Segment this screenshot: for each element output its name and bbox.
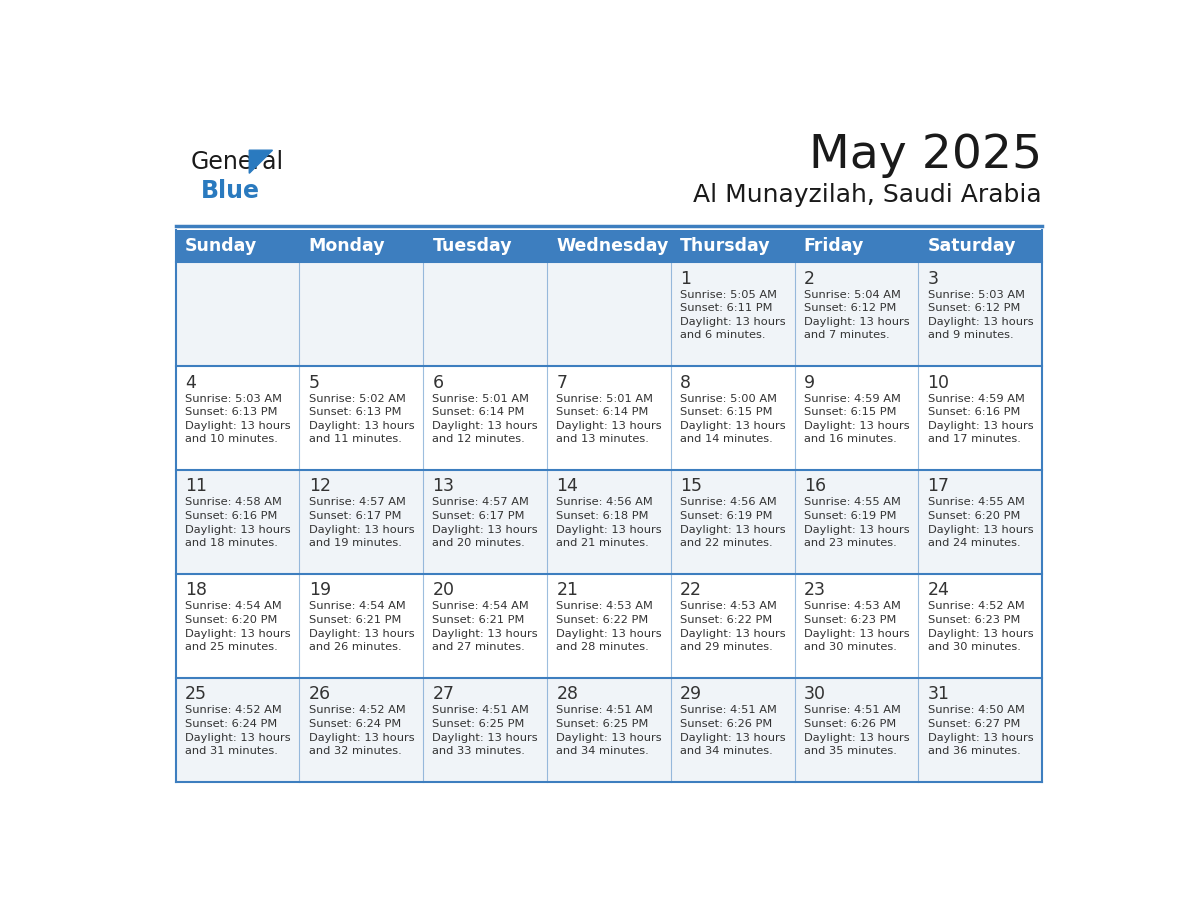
- Text: 20: 20: [432, 581, 455, 599]
- Bar: [176, 262, 1042, 365]
- Text: Sunrise: 4:58 AM
Sunset: 6:16 PM
Daylight: 13 hours
and 18 minutes.: Sunrise: 4:58 AM Sunset: 6:16 PM Dayligh…: [185, 498, 291, 548]
- Text: 13: 13: [432, 477, 455, 496]
- Text: Sunrise: 4:59 AM
Sunset: 6:16 PM
Daylight: 13 hours
and 17 minutes.: Sunrise: 4:59 AM Sunset: 6:16 PM Dayligh…: [928, 394, 1034, 444]
- Text: Sunrise: 4:57 AM
Sunset: 6:17 PM
Daylight: 13 hours
and 20 minutes.: Sunrise: 4:57 AM Sunset: 6:17 PM Dayligh…: [432, 498, 538, 548]
- Text: Sunrise: 4:54 AM
Sunset: 6:21 PM
Daylight: 13 hours
and 27 minutes.: Sunrise: 4:54 AM Sunset: 6:21 PM Dayligh…: [432, 601, 538, 652]
- Text: 7: 7: [556, 374, 567, 391]
- Text: Sunrise: 4:53 AM
Sunset: 6:22 PM
Daylight: 13 hours
and 29 minutes.: Sunrise: 4:53 AM Sunset: 6:22 PM Dayligh…: [680, 601, 785, 652]
- Text: Sunrise: 4:53 AM
Sunset: 6:23 PM
Daylight: 13 hours
and 30 minutes.: Sunrise: 4:53 AM Sunset: 6:23 PM Dayligh…: [804, 601, 910, 652]
- Text: 1: 1: [680, 270, 691, 287]
- Text: Sunrise: 4:54 AM
Sunset: 6:21 PM
Daylight: 13 hours
and 26 minutes.: Sunrise: 4:54 AM Sunset: 6:21 PM Dayligh…: [309, 601, 415, 652]
- Text: Monday: Monday: [309, 237, 385, 254]
- Text: Saturday: Saturday: [928, 237, 1016, 254]
- Text: 21: 21: [556, 581, 579, 599]
- Text: 19: 19: [309, 581, 330, 599]
- Text: 31: 31: [928, 686, 949, 703]
- Text: Tuesday: Tuesday: [432, 237, 512, 254]
- Text: 28: 28: [556, 686, 579, 703]
- Text: Sunrise: 4:55 AM
Sunset: 6:20 PM
Daylight: 13 hours
and 24 minutes.: Sunrise: 4:55 AM Sunset: 6:20 PM Dayligh…: [928, 498, 1034, 548]
- Text: Sunrise: 4:56 AM
Sunset: 6:18 PM
Daylight: 13 hours
and 21 minutes.: Sunrise: 4:56 AM Sunset: 6:18 PM Dayligh…: [556, 498, 662, 548]
- Text: Sunday: Sunday: [185, 237, 257, 254]
- Text: Friday: Friday: [804, 237, 864, 254]
- Text: Sunrise: 4:51 AM
Sunset: 6:25 PM
Daylight: 13 hours
and 34 minutes.: Sunrise: 4:51 AM Sunset: 6:25 PM Dayligh…: [556, 705, 662, 756]
- Text: Sunrise: 4:51 AM
Sunset: 6:25 PM
Daylight: 13 hours
and 33 minutes.: Sunrise: 4:51 AM Sunset: 6:25 PM Dayligh…: [432, 705, 538, 756]
- Text: Sunrise: 4:52 AM
Sunset: 6:24 PM
Daylight: 13 hours
and 31 minutes.: Sunrise: 4:52 AM Sunset: 6:24 PM Dayligh…: [185, 705, 291, 756]
- Text: 14: 14: [556, 477, 579, 496]
- Text: Sunrise: 5:02 AM
Sunset: 6:13 PM
Daylight: 13 hours
and 11 minutes.: Sunrise: 5:02 AM Sunset: 6:13 PM Dayligh…: [309, 394, 415, 444]
- Text: 6: 6: [432, 374, 443, 391]
- Text: Sunrise: 4:57 AM
Sunset: 6:17 PM
Daylight: 13 hours
and 19 minutes.: Sunrise: 4:57 AM Sunset: 6:17 PM Dayligh…: [309, 498, 415, 548]
- Text: 4: 4: [185, 374, 196, 391]
- Text: 24: 24: [928, 581, 949, 599]
- Bar: [176, 470, 1042, 574]
- Bar: [176, 574, 1042, 677]
- Text: 15: 15: [680, 477, 702, 496]
- Bar: [176, 677, 1042, 781]
- Text: Sunrise: 4:51 AM
Sunset: 6:26 PM
Daylight: 13 hours
and 35 minutes.: Sunrise: 4:51 AM Sunset: 6:26 PM Dayligh…: [804, 705, 910, 756]
- Text: 30: 30: [804, 686, 826, 703]
- Text: Sunrise: 4:52 AM
Sunset: 6:23 PM
Daylight: 13 hours
and 30 minutes.: Sunrise: 4:52 AM Sunset: 6:23 PM Dayligh…: [928, 601, 1034, 652]
- Text: Sunrise: 5:03 AM
Sunset: 6:12 PM
Daylight: 13 hours
and 9 minutes.: Sunrise: 5:03 AM Sunset: 6:12 PM Dayligh…: [928, 289, 1034, 341]
- Text: Sunrise: 5:05 AM
Sunset: 6:11 PM
Daylight: 13 hours
and 6 minutes.: Sunrise: 5:05 AM Sunset: 6:11 PM Dayligh…: [680, 289, 785, 341]
- Text: 16: 16: [804, 477, 826, 496]
- Text: Sunrise: 5:04 AM
Sunset: 6:12 PM
Daylight: 13 hours
and 7 minutes.: Sunrise: 5:04 AM Sunset: 6:12 PM Dayligh…: [804, 289, 910, 341]
- Text: 9: 9: [804, 374, 815, 391]
- Text: Sunrise: 5:01 AM
Sunset: 6:14 PM
Daylight: 13 hours
and 12 minutes.: Sunrise: 5:01 AM Sunset: 6:14 PM Dayligh…: [432, 394, 538, 444]
- Text: 12: 12: [309, 477, 330, 496]
- Text: 26: 26: [309, 686, 330, 703]
- Bar: [176, 230, 1042, 262]
- Text: 29: 29: [680, 686, 702, 703]
- Text: Sunrise: 4:59 AM
Sunset: 6:15 PM
Daylight: 13 hours
and 16 minutes.: Sunrise: 4:59 AM Sunset: 6:15 PM Dayligh…: [804, 394, 910, 444]
- Text: Sunrise: 4:52 AM
Sunset: 6:24 PM
Daylight: 13 hours
and 32 minutes.: Sunrise: 4:52 AM Sunset: 6:24 PM Dayligh…: [309, 705, 415, 756]
- Text: 10: 10: [928, 374, 949, 391]
- Text: 27: 27: [432, 686, 455, 703]
- Bar: [176, 365, 1042, 470]
- Text: 17: 17: [928, 477, 949, 496]
- Text: Sunrise: 4:50 AM
Sunset: 6:27 PM
Daylight: 13 hours
and 36 minutes.: Sunrise: 4:50 AM Sunset: 6:27 PM Dayligh…: [928, 705, 1034, 756]
- Text: Sunrise: 4:51 AM
Sunset: 6:26 PM
Daylight: 13 hours
and 34 minutes.: Sunrise: 4:51 AM Sunset: 6:26 PM Dayligh…: [680, 705, 785, 756]
- Text: Sunrise: 4:55 AM
Sunset: 6:19 PM
Daylight: 13 hours
and 23 minutes.: Sunrise: 4:55 AM Sunset: 6:19 PM Dayligh…: [804, 498, 910, 548]
- Text: Sunrise: 5:03 AM
Sunset: 6:13 PM
Daylight: 13 hours
and 10 minutes.: Sunrise: 5:03 AM Sunset: 6:13 PM Dayligh…: [185, 394, 291, 444]
- Text: 5: 5: [309, 374, 320, 391]
- Text: 2: 2: [804, 270, 815, 287]
- Text: 11: 11: [185, 477, 207, 496]
- Text: 18: 18: [185, 581, 207, 599]
- Text: General: General: [191, 151, 284, 174]
- Text: Sunrise: 4:53 AM
Sunset: 6:22 PM
Daylight: 13 hours
and 28 minutes.: Sunrise: 4:53 AM Sunset: 6:22 PM Dayligh…: [556, 601, 662, 652]
- Text: Sunrise: 5:00 AM
Sunset: 6:15 PM
Daylight: 13 hours
and 14 minutes.: Sunrise: 5:00 AM Sunset: 6:15 PM Dayligh…: [680, 394, 785, 444]
- Text: Al Munayzilah, Saudi Arabia: Al Munayzilah, Saudi Arabia: [694, 184, 1042, 207]
- Text: 25: 25: [185, 686, 207, 703]
- Text: 23: 23: [804, 581, 826, 599]
- Text: Blue: Blue: [201, 179, 260, 204]
- Text: Sunrise: 5:01 AM
Sunset: 6:14 PM
Daylight: 13 hours
and 13 minutes.: Sunrise: 5:01 AM Sunset: 6:14 PM Dayligh…: [556, 394, 662, 444]
- Polygon shape: [249, 151, 272, 174]
- Text: Thursday: Thursday: [680, 237, 771, 254]
- Text: Wednesday: Wednesday: [556, 237, 669, 254]
- Text: Sunrise: 4:56 AM
Sunset: 6:19 PM
Daylight: 13 hours
and 22 minutes.: Sunrise: 4:56 AM Sunset: 6:19 PM Dayligh…: [680, 498, 785, 548]
- Text: 8: 8: [680, 374, 691, 391]
- Text: May 2025: May 2025: [809, 133, 1042, 178]
- Text: 22: 22: [680, 581, 702, 599]
- Text: Sunrise: 4:54 AM
Sunset: 6:20 PM
Daylight: 13 hours
and 25 minutes.: Sunrise: 4:54 AM Sunset: 6:20 PM Dayligh…: [185, 601, 291, 652]
- Text: 3: 3: [928, 270, 939, 287]
